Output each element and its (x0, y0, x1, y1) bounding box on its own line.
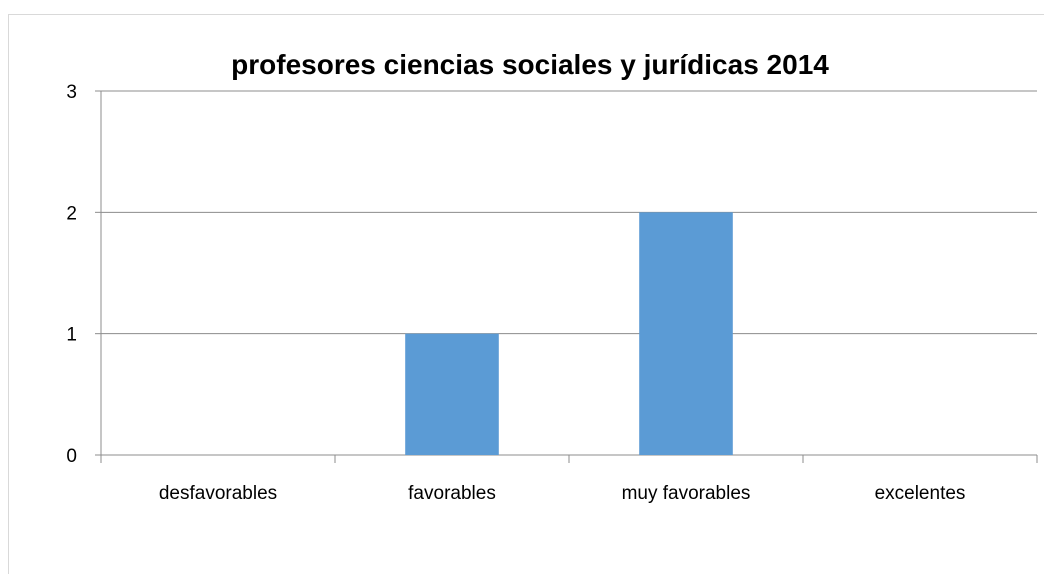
y-tick-label: 1 (66, 325, 77, 346)
bar-muy-favorables (639, 212, 733, 455)
bar-favorables (405, 333, 499, 455)
x-tick-label: muy favorables (622, 483, 751, 504)
x-tick-label: desfavorables (159, 483, 277, 504)
y-tick-label: 3 (66, 82, 77, 103)
y-tick-label: 0 (66, 446, 77, 467)
y-tick-labels: 0 1 2 3 (66, 82, 77, 467)
x-tick-label: favorables (408, 483, 496, 504)
bars (405, 212, 733, 455)
x-tick-labels: desfavorables favorables muy favorables exc… (159, 483, 966, 504)
x-tick-label: excelentes (875, 483, 966, 504)
chart-title: profesores ciencias sociales y jurídicas… (231, 49, 829, 80)
gridlines (95, 90, 1037, 456)
axes (100, 91, 1038, 463)
y-tick-label: 2 (66, 203, 77, 224)
chart-frame (8, 14, 1044, 574)
